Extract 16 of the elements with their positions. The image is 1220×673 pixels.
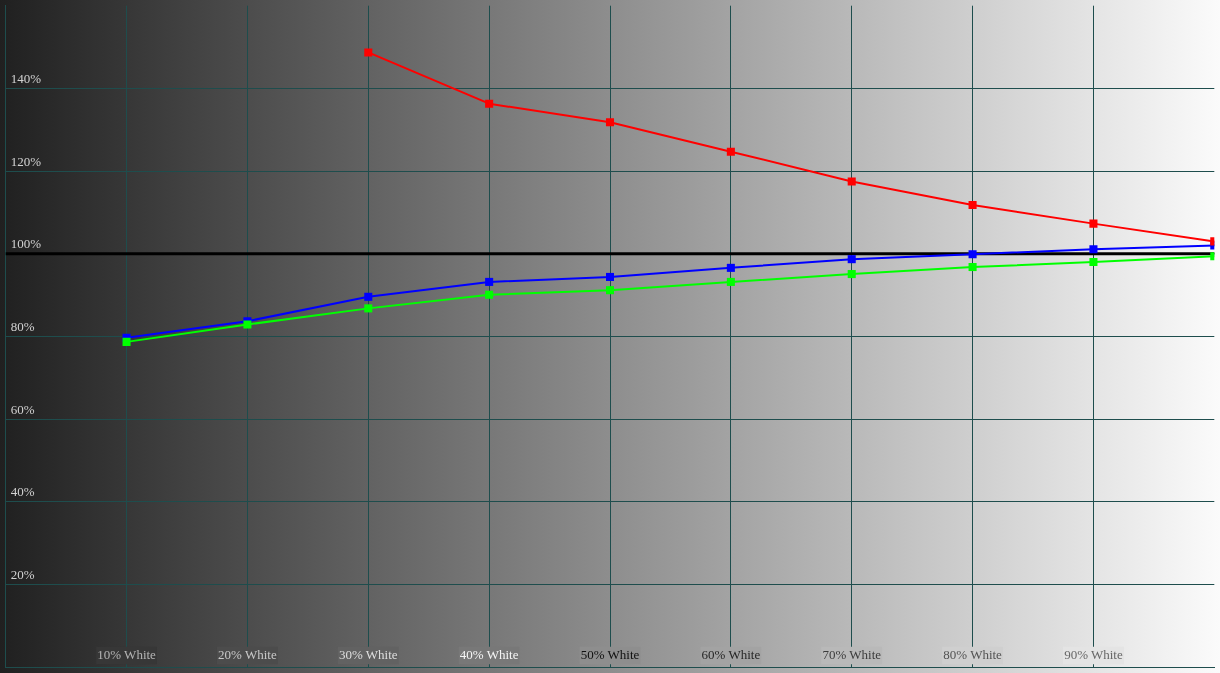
x-tick-label: 20% White — [218, 646, 277, 662]
y-tick-label: 100% — [10, 236, 42, 252]
x-tick-label: 90% White — [1064, 646, 1123, 662]
x-tick-label: 30% White — [338, 646, 398, 662]
x-tick-label: 80% White — [943, 646, 1003, 662]
x-tick-label: 10% White — [97, 646, 157, 662]
y-tick-label: 140% — [10, 70, 42, 86]
x-tick-label: 40% White — [459, 646, 519, 662]
y-tick-label: 20% — [10, 567, 35, 583]
x-tick-label: 50% White — [580, 646, 640, 662]
y-tick-label: 40% — [10, 484, 35, 500]
y-tick-label: 60% — [10, 401, 35, 417]
y-tick-label: 120% — [10, 153, 42, 169]
x-tick-label: 60% White — [701, 646, 761, 662]
y-tick-label: 80% — [10, 318, 35, 334]
x-tick-label: 70% White — [822, 646, 882, 662]
